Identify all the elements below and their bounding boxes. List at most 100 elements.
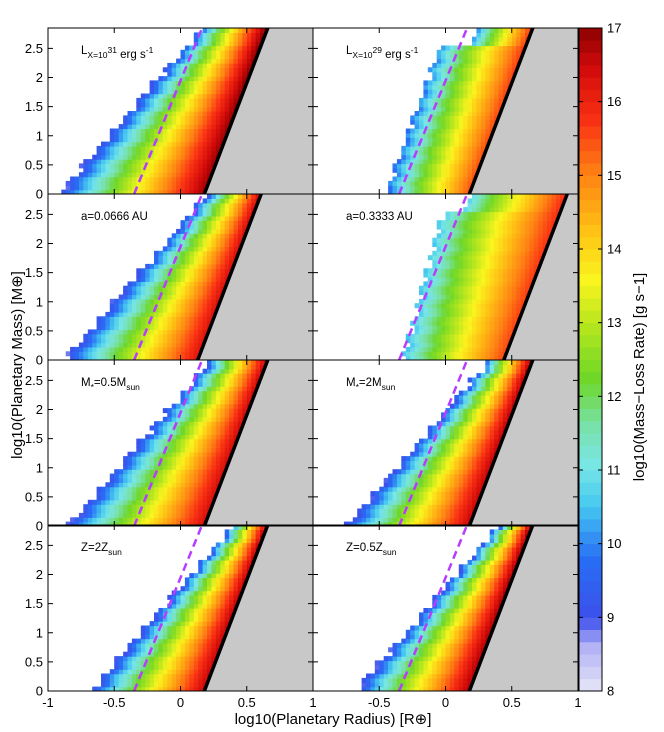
heatmap-cell bbox=[467, 504, 473, 510]
heatmap-cell bbox=[480, 307, 486, 313]
heatmap-cell bbox=[198, 97, 204, 103]
heatmap-cell bbox=[105, 325, 111, 331]
heatmap-cell bbox=[114, 132, 120, 138]
heatmap-cell bbox=[145, 290, 151, 296]
heatmap-cell bbox=[507, 303, 513, 309]
heatmap-cell bbox=[489, 351, 495, 357]
heatmap-cell bbox=[494, 228, 500, 234]
heatmap-cell bbox=[162, 246, 168, 252]
heatmap-cell bbox=[467, 456, 473, 462]
heatmap-cell bbox=[445, 93, 451, 99]
heatmap-cell bbox=[494, 438, 500, 444]
heatmap-cell bbox=[458, 89, 464, 95]
heatmap-cell bbox=[202, 451, 208, 457]
heatmap-cell bbox=[189, 443, 195, 448]
heatmap-cell bbox=[480, 145, 486, 151]
heatmap-cell bbox=[193, 425, 199, 431]
heatmap-cell bbox=[449, 84, 455, 90]
heatmap-cell bbox=[449, 154, 455, 160]
heatmap-cell bbox=[441, 464, 447, 470]
heatmap-cell bbox=[436, 499, 442, 505]
heatmap-cell bbox=[193, 447, 199, 453]
heatmap-cell bbox=[224, 386, 230, 392]
heatmap-cell bbox=[149, 303, 155, 309]
heatmap-cell bbox=[207, 394, 212, 400]
heatmap-cell bbox=[432, 342, 438, 348]
heatmap-cell bbox=[198, 399, 204, 405]
heatmap-cell bbox=[502, 62, 508, 68]
heatmap-cell bbox=[472, 469, 477, 475]
heatmap-cell bbox=[242, 386, 248, 392]
heatmap-cell bbox=[180, 154, 186, 160]
heatmap-cell bbox=[184, 298, 190, 304]
heatmap-cell bbox=[109, 486, 115, 492]
heatmap-cell bbox=[419, 311, 424, 317]
heatmap-cell bbox=[180, 429, 186, 435]
heatmap-cell bbox=[476, 316, 482, 322]
heatmap-cell bbox=[419, 521, 424, 526]
heatmap-cell bbox=[414, 176, 420, 182]
heatmap-cell bbox=[485, 58, 491, 64]
heatmap-cell bbox=[423, 316, 429, 322]
heatmap-cell bbox=[189, 228, 195, 234]
heatmap-cell bbox=[198, 106, 204, 112]
heatmap-cell bbox=[114, 128, 120, 134]
heatmap-cell bbox=[485, 469, 491, 475]
heatmap-cell bbox=[198, 215, 204, 221]
heatmap-cell bbox=[485, 97, 491, 103]
heatmap-cell bbox=[162, 150, 168, 156]
heatmap-cell bbox=[246, 202, 252, 208]
heatmap-cell bbox=[193, 386, 199, 392]
heatmap-cell bbox=[427, 517, 433, 523]
heatmap-cell bbox=[154, 460, 159, 466]
heatmap-cell bbox=[118, 499, 124, 505]
heatmap-cell bbox=[233, 194, 239, 199]
heatmap-cell bbox=[419, 443, 424, 448]
heatmap-cell bbox=[193, 246, 199, 252]
heatmap-cell bbox=[476, 325, 482, 331]
heatmap-cell bbox=[445, 54, 451, 60]
heatmap-cell bbox=[242, 36, 248, 42]
heatmap-cell bbox=[502, 32, 508, 38]
heatmap-cell bbox=[511, 268, 517, 274]
heatmap-cell bbox=[87, 163, 93, 169]
heatmap-cell bbox=[202, 255, 208, 261]
heatmap-cell bbox=[224, 207, 230, 213]
heatmap-cell bbox=[123, 517, 129, 523]
heatmap-cell bbox=[502, 220, 508, 226]
heatmap-cell bbox=[158, 425, 164, 431]
heatmap-cell bbox=[458, 434, 464, 440]
heatmap-cell bbox=[140, 329, 146, 335]
heatmap-cell bbox=[127, 686, 133, 691]
heatmap-cell bbox=[109, 159, 115, 165]
heatmap-cell bbox=[87, 504, 93, 510]
heatmap-cell bbox=[207, 128, 212, 134]
heatmap-cell bbox=[436, 263, 442, 269]
heatmap-cell bbox=[467, 421, 473, 427]
heatmap-cell bbox=[525, 220, 530, 226]
heatmap-cell bbox=[162, 508, 168, 514]
heatmap-cell bbox=[405, 521, 411, 526]
heatmap-cell bbox=[419, 124, 424, 130]
heatmap-cell bbox=[392, 469, 398, 475]
heatmap-cell bbox=[414, 517, 420, 523]
heatmap-cell bbox=[189, 54, 195, 60]
heatmap-cell bbox=[180, 172, 186, 178]
heatmap-cell bbox=[405, 482, 411, 488]
heatmap-cell bbox=[507, 237, 513, 243]
heatmap-cell bbox=[189, 111, 195, 116]
heatmap-cell bbox=[123, 115, 129, 121]
heatmap-cell bbox=[202, 28, 208, 33]
heatmap-cell bbox=[414, 447, 420, 453]
heatmap-cell bbox=[502, 412, 508, 418]
heatmap-cell bbox=[476, 447, 482, 453]
heatmap-cell bbox=[467, 128, 473, 134]
heatmap-cell bbox=[198, 250, 204, 256]
heatmap-cell bbox=[458, 71, 464, 77]
heatmap-cell bbox=[211, 447, 217, 453]
heatmap-cell bbox=[189, 224, 195, 230]
heatmap-cell bbox=[472, 233, 477, 239]
heatmap-cell bbox=[220, 224, 226, 230]
heatmap-cell bbox=[498, 429, 504, 435]
heatmap-cell bbox=[463, 172, 469, 178]
